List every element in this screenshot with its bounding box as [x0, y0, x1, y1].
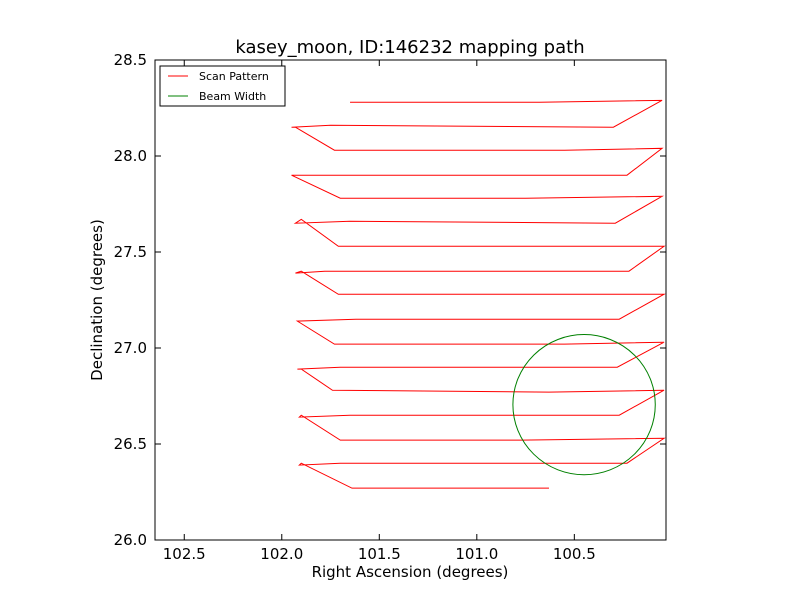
x-tick-label: 102.5 — [163, 545, 206, 563]
y-tick-label: 27.5 — [114, 243, 147, 261]
legend: Scan Pattern Beam Width — [159, 65, 286, 107]
y-tick-label: 26.5 — [114, 435, 147, 453]
x-axis: 102.5 102.0 101.5 101.0 100.5 — [163, 60, 596, 563]
plot-frame — [154, 59, 667, 541]
y-tick-label: 27.0 — [114, 339, 147, 357]
legend-box — [159, 65, 286, 107]
x-tick-label: 102.0 — [260, 545, 303, 563]
plot-area — [155, 60, 666, 540]
chart-title: kasey_moon, ID:146232 mapping path — [235, 37, 584, 58]
series-layer — [291, 99, 666, 489]
x-tick-label: 101.0 — [455, 545, 498, 563]
beam-width-circle — [512, 334, 656, 476]
y-tick-label: 28.5 — [114, 51, 147, 69]
y-axis-label: Declination (degrees) — [88, 219, 106, 381]
scan-pattern-line — [291, 99, 666, 489]
x-axis-label: Right Ascension (degrees) — [312, 563, 509, 581]
y-tick-label: 28.0 — [114, 147, 147, 165]
y-tick-label: 26.0 — [114, 531, 147, 549]
x-tick-label: 100.5 — [553, 545, 596, 563]
legend-beam-width-label: Beam Width — [199, 90, 266, 103]
y-axis: 26.0 26.5 27.0 27.5 28.0 28.5 — [114, 51, 666, 549]
legend-scan-pattern-label: Scan Pattern — [199, 70, 269, 83]
x-tick-label: 101.5 — [358, 545, 401, 563]
